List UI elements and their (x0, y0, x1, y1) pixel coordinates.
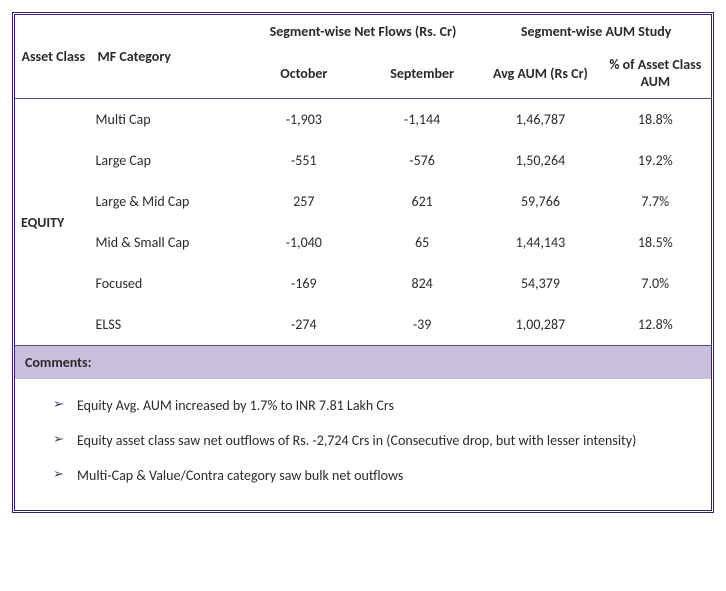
cell-category: Multi Cap (92, 99, 245, 140)
cell-oct: -169 (245, 263, 363, 304)
table-row: Mid & Small Cap -1,040 65 1,44,143 18.5% (15, 222, 711, 263)
comment-item: Equity asset class saw net outflows of R… (53, 424, 693, 459)
cell-category: ELSS (92, 304, 245, 346)
table-row: Large Cap -551 -576 1,50,264 19.2% (15, 140, 711, 181)
cell-oct: -1,040 (245, 222, 363, 263)
table-row: Large & Mid Cap 257 621 59,766 7.7% (15, 181, 711, 222)
cell-avg-aum: 59,766 (481, 181, 599, 222)
cell-avg-aum: 1,44,143 (481, 222, 599, 263)
cell-oct: -1,903 (245, 99, 363, 140)
comment-item: Multi-Cap & Value/Contra category saw bu… (53, 459, 693, 494)
cell-avg-aum: 54,379 (481, 263, 599, 304)
col-september: September (363, 48, 481, 98)
cell-avg-aum: 1,46,787 (481, 99, 599, 140)
table-row: EQUITY Multi Cap -1,903 -1,144 1,46,787 … (15, 99, 711, 140)
col-october: October (245, 48, 363, 98)
cell-category: Large Cap (92, 140, 245, 181)
cell-sep: -1,144 (363, 99, 481, 140)
comments-body: Equity Avg. AUM increased by 1.7% to INR… (15, 379, 711, 510)
data-table: Asset Class MF Category Segment-wise Net… (15, 15, 711, 510)
cell-category: Focused (92, 263, 245, 304)
comments-list: Equity Avg. AUM increased by 1.7% to INR… (53, 389, 693, 494)
table-body: EQUITY Multi Cap -1,903 -1,144 1,46,787 … (15, 99, 711, 510)
cell-sep: 824 (363, 263, 481, 304)
cell-oct: -551 (245, 140, 363, 181)
col-asset-class: Asset Class (15, 15, 92, 98)
cell-pct: 18.5% (600, 222, 711, 263)
cell-avg-aum: 1,00,287 (481, 304, 599, 346)
col-group-aum: Segment-wise AUM Study (481, 15, 711, 48)
cell-category: Large & Mid Cap (92, 181, 245, 222)
col-mf-category: MF Category (92, 15, 245, 98)
cell-sep: 621 (363, 181, 481, 222)
cell-oct: 257 (245, 181, 363, 222)
comments-header: Comments: (15, 346, 711, 380)
col-avg-aum: Avg AUM (Rs Cr) (481, 48, 599, 98)
col-pct: % of Asset Class AUM (600, 48, 711, 98)
table-row: ELSS -274 -39 1,00,287 12.8% (15, 304, 711, 346)
cell-oct: -274 (245, 304, 363, 346)
cell-pct: 19.2% (600, 140, 711, 181)
cell-pct: 12.8% (600, 304, 711, 346)
cell-avg-aum: 1,50,264 (481, 140, 599, 181)
table-container: Asset Class MF Category Segment-wise Net… (12, 12, 714, 513)
cell-category: Mid & Small Cap (92, 222, 245, 263)
col-group-netflows: Segment-wise Net Flows (Rs. Cr) (245, 15, 482, 48)
cell-pct: 7.0% (600, 263, 711, 304)
table-row: Focused -169 824 54,379 7.0% (15, 263, 711, 304)
comment-item: Equity Avg. AUM increased by 1.7% to INR… (53, 389, 693, 424)
cell-sep: -576 (363, 140, 481, 181)
cell-pct: 7.7% (600, 181, 711, 222)
cell-sep: -39 (363, 304, 481, 346)
asset-class-label: EQUITY (15, 99, 92, 346)
cell-sep: 65 (363, 222, 481, 263)
cell-pct: 18.8% (600, 99, 711, 140)
